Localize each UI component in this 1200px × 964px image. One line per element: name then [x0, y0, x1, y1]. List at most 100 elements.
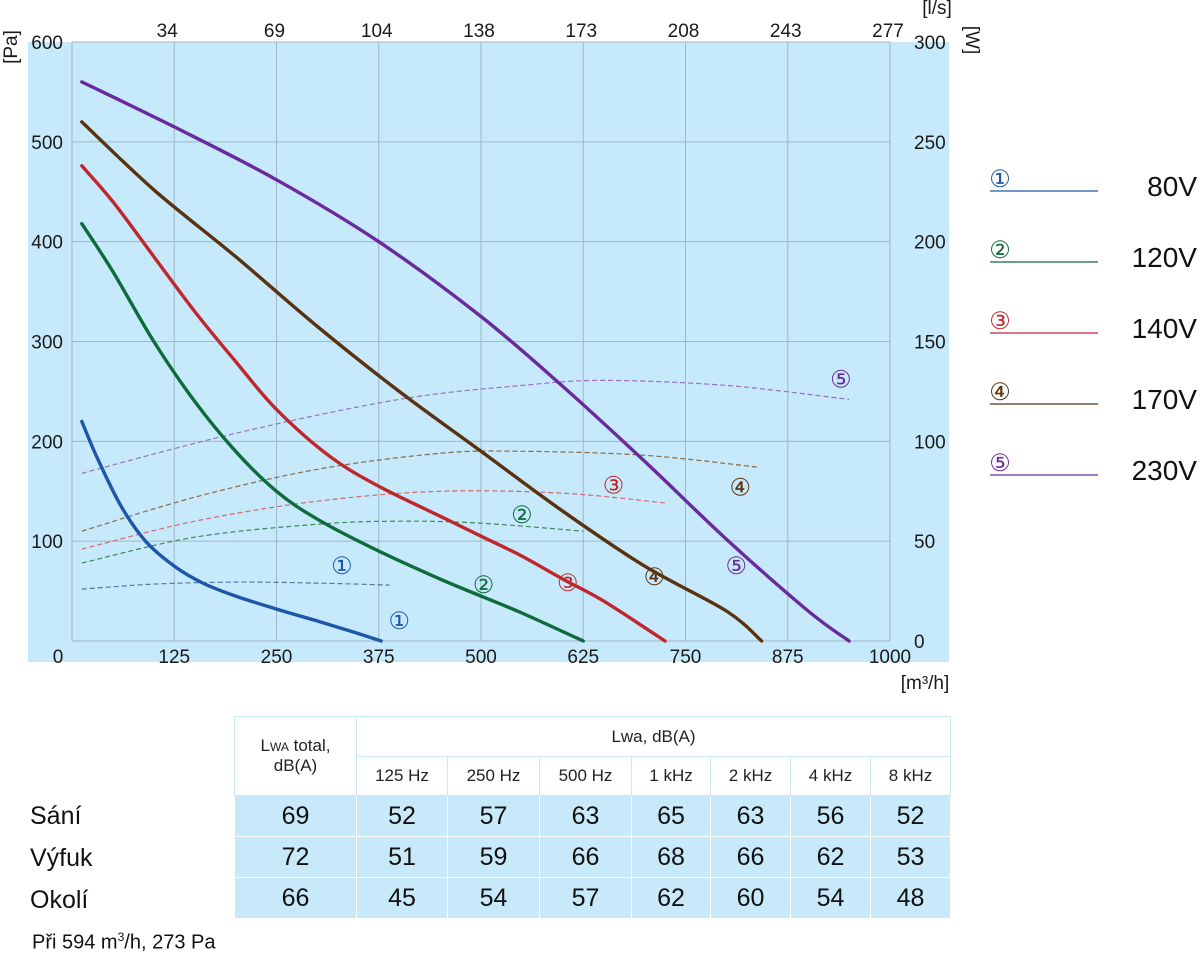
x2-tick-label: 173	[565, 21, 597, 42]
legend-marker: ⑤	[989, 450, 1011, 477]
power-curve-140V	[81, 490, 668, 550]
legend-marker: ③	[989, 308, 1011, 335]
x2-tick-label: 243	[770, 21, 802, 42]
band-group-header: Lwa, dB(A)	[356, 716, 951, 757]
x-tick-label: 750	[670, 647, 702, 668]
y-axis-unit: [Pa]	[1, 30, 22, 64]
band-header: 2 kHz	[710, 756, 791, 796]
band-header: 1 kHz	[631, 756, 711, 796]
legend-marker: ④	[989, 379, 1011, 406]
band-cell: 57	[447, 795, 540, 837]
total-header-unit: dB(A)	[273, 756, 318, 775]
curve-marker: ①	[388, 608, 410, 635]
y2-tick-label: 100	[914, 432, 946, 453]
total-cell: 69	[234, 795, 357, 837]
band-cell: 66	[539, 836, 632, 878]
noise-row: 69 52 57 63 65 63 56 52	[234, 795, 951, 837]
y2-axis-unit: [W]	[961, 26, 982, 55]
band-cell: 54	[790, 877, 871, 919]
x-tick-label: 375	[363, 647, 395, 668]
curve-marker: ②	[473, 572, 495, 599]
row-label: Sání	[30, 802, 82, 830]
band-header: 4 kHz	[790, 756, 871, 796]
x-axis-unit: [m³/h]	[901, 673, 950, 694]
x-tick-label: 1000	[869, 647, 911, 668]
band-cell: 56	[790, 795, 871, 837]
band-header-row: 125 Hz 250 Hz 500 Hz 1 kHz 2 kHz 4 kHz 8 kHz	[235, 756, 951, 796]
band-cell: 52	[356, 795, 448, 837]
pressure-curve-170V	[80, 120, 764, 643]
x-tick-label: 875	[772, 647, 804, 668]
legend-label: 120V	[1132, 242, 1198, 273]
band-cell: 57	[539, 877, 632, 919]
x2-axis-unit: [l/s]	[922, 0, 952, 19]
row-label: Výfuk	[30, 844, 93, 872]
noise-table-body: 69 52 57 63 65 63 56 52 72 51 59 66 68 66 62 53 66 45 54 57…	[234, 795, 951, 919]
total-cell: 66	[234, 877, 357, 919]
y2-tick-label: 200	[914, 233, 946, 254]
curve-marker: ④	[730, 474, 752, 501]
band-cell: 65	[631, 795, 711, 837]
y-tick-label: 400	[31, 233, 63, 254]
x-tick-label: 500	[465, 647, 497, 668]
total-header-rest: total,	[288, 736, 331, 755]
band-cell: 51	[356, 836, 448, 878]
power-curve-120V	[81, 520, 584, 564]
band-cell: 62	[790, 836, 871, 878]
band-cell: 62	[631, 877, 711, 919]
x2-tick-label: 208	[668, 21, 700, 42]
band-cell: 66	[710, 836, 791, 878]
y-tick-label: 200	[31, 432, 63, 453]
x2-tick-label: 34	[157, 21, 179, 42]
curve-marker: ⑤	[725, 553, 747, 580]
y2-tick-label: 250	[914, 133, 946, 154]
legend-label: 230V	[1132, 455, 1198, 486]
pressure-curve-230V	[80, 80, 851, 643]
total-header-wa: WA	[269, 740, 289, 754]
pressure-curve-120V	[80, 222, 585, 643]
pressure-curve-140V	[80, 164, 667, 643]
footnote-superscript: 3	[117, 930, 125, 944]
band-cell: 54	[447, 877, 540, 919]
band-header: 500 Hz	[539, 756, 632, 796]
x2-tick-label: 138	[463, 21, 495, 42]
x2-tick-label: 277	[872, 21, 904, 42]
band-header: 8 kHz	[870, 756, 951, 796]
x2-tick-label: 104	[361, 21, 393, 42]
curve-marker: ④	[644, 564, 666, 591]
legend-label: 80V	[1147, 171, 1197, 202]
y-tick-label: 600	[31, 33, 63, 54]
y2-tick-label: 0	[914, 632, 925, 653]
band-cell: 45	[356, 877, 448, 919]
y2-tick-label: 300	[914, 33, 946, 54]
power-curve-80V	[81, 581, 390, 590]
noise-row: 72 51 59 66 68 66 62 53	[234, 836, 951, 878]
band-cell: 68	[631, 836, 711, 878]
y2-tick-label: 50	[914, 532, 935, 553]
total-header-label: LWA total,	[261, 736, 331, 755]
band-cell: 63	[539, 795, 632, 837]
band-cell: 53	[870, 836, 951, 878]
band-cell: 60	[710, 877, 791, 919]
band-cell: 59	[447, 836, 540, 878]
power-curve-230V	[81, 379, 850, 474]
total-header: LWA total, dB(A)	[234, 716, 357, 796]
curve-marker: ②	[511, 502, 533, 529]
band-cell: 63	[710, 795, 791, 837]
band-header: 250 Hz	[447, 756, 540, 796]
legend-label: 170V	[1132, 384, 1198, 415]
total-cell: 72	[234, 836, 357, 878]
legend-marker: ②	[989, 237, 1011, 264]
x-tick-label: 250	[261, 647, 293, 668]
legend-marker: ①	[989, 166, 1011, 193]
footnote: Při 594 m3/h, 273 Pa	[32, 930, 216, 954]
x2-tick-label: 69	[264, 21, 285, 42]
curve-marker: ③	[557, 570, 579, 597]
noise-row: 66 45 54 57 62 60 54 48	[234, 877, 951, 919]
y-tick-label: 300	[31, 333, 63, 354]
plot-background	[28, 42, 949, 662]
power-curve-170V	[81, 450, 760, 532]
band-cell: 48	[870, 877, 951, 919]
fan-performance-chart: 0 125 250 375 500 625 750 875 1000[m³/h]34 69 104 1…	[1, 0, 1198, 694]
pressure-curve-80V	[80, 419, 383, 643]
